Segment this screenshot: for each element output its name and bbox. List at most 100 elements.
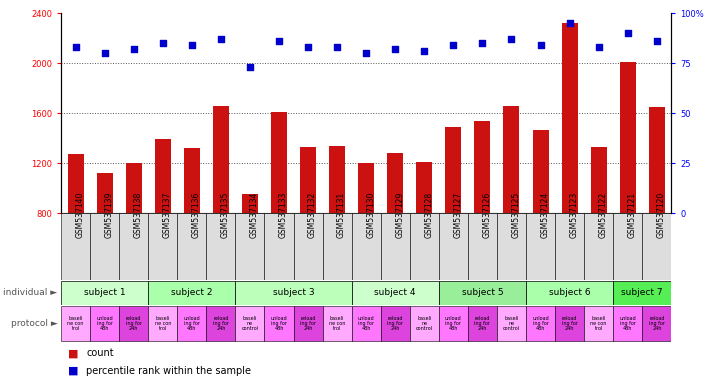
Bar: [526, 281, 613, 305]
Bar: [497, 306, 526, 341]
Bar: [352, 306, 381, 341]
Bar: [184, 148, 200, 213]
Text: GSM537124: GSM537124: [541, 192, 549, 238]
Bar: [468, 213, 497, 280]
Bar: [410, 213, 439, 280]
Bar: [613, 281, 671, 305]
Point: [99, 50, 111, 56]
Text: subject 6: subject 6: [549, 288, 590, 297]
Bar: [613, 306, 643, 341]
Text: baseli
ne con
trol: baseli ne con trol: [67, 316, 84, 331]
Point: [360, 50, 372, 56]
Bar: [67, 154, 83, 213]
Text: protocol ►: protocol ►: [11, 319, 57, 328]
Text: GSM537136: GSM537136: [192, 192, 201, 238]
Text: reload
ing for
24h: reload ing for 24h: [561, 316, 577, 331]
Text: unload
ing for
48h: unload ing for 48h: [445, 316, 462, 331]
Text: unload
ing for
48h: unload ing for 48h: [358, 316, 375, 331]
Bar: [236, 281, 352, 305]
Point: [389, 46, 401, 53]
Point: [274, 38, 285, 45]
Bar: [416, 162, 432, 213]
Bar: [643, 306, 671, 341]
Point: [419, 48, 430, 55]
Bar: [322, 213, 352, 280]
Text: GSM537121: GSM537121: [628, 192, 637, 238]
Bar: [206, 213, 236, 280]
Bar: [526, 306, 555, 341]
Bar: [61, 281, 148, 305]
Text: GSM537139: GSM537139: [105, 192, 113, 238]
Text: unload
ing for
48h: unload ing for 48h: [620, 316, 636, 331]
Bar: [90, 306, 119, 341]
Point: [244, 64, 256, 70]
Bar: [352, 213, 381, 280]
Bar: [620, 62, 635, 213]
Point: [215, 36, 227, 43]
Text: reload
ing for
24h: reload ing for 24h: [649, 316, 665, 331]
Text: GSM537126: GSM537126: [482, 192, 491, 238]
Point: [447, 42, 459, 48]
Text: ■: ■: [68, 348, 79, 358]
Bar: [294, 306, 322, 341]
Text: GSM537137: GSM537137: [163, 192, 172, 238]
Bar: [613, 213, 643, 280]
Text: reload
ing for
24h: reload ing for 24h: [475, 316, 490, 331]
Text: GSM537132: GSM537132: [308, 192, 317, 238]
Bar: [497, 213, 526, 280]
Text: count: count: [86, 348, 113, 358]
Bar: [352, 281, 439, 305]
Bar: [439, 281, 526, 305]
Text: GSM537122: GSM537122: [599, 192, 607, 238]
Bar: [148, 281, 236, 305]
Bar: [177, 306, 206, 341]
Bar: [526, 213, 555, 280]
Bar: [468, 306, 497, 341]
Bar: [439, 306, 468, 341]
Bar: [358, 163, 374, 213]
Bar: [643, 213, 671, 280]
Text: GSM537131: GSM537131: [337, 192, 346, 238]
Bar: [649, 107, 665, 213]
Bar: [61, 213, 90, 280]
Point: [157, 40, 169, 46]
Point: [651, 38, 663, 45]
Text: GSM537134: GSM537134: [250, 192, 259, 238]
Text: reload
ing for
24h: reload ing for 24h: [126, 316, 141, 331]
Bar: [148, 306, 177, 341]
Text: reload
ing for
24h: reload ing for 24h: [387, 316, 404, 331]
Point: [564, 20, 575, 26]
Text: unload
ing for
48h: unload ing for 48h: [183, 316, 200, 331]
Text: baseli
ne con
trol: baseli ne con trol: [154, 316, 171, 331]
Bar: [555, 213, 584, 280]
Bar: [387, 153, 404, 213]
Bar: [329, 146, 345, 213]
Bar: [322, 306, 352, 341]
Point: [332, 44, 343, 50]
Text: baseli
ne
control: baseli ne control: [416, 316, 433, 331]
Bar: [555, 306, 584, 341]
Bar: [381, 306, 410, 341]
Text: subject 1: subject 1: [84, 288, 126, 297]
Bar: [561, 23, 577, 213]
Bar: [264, 306, 294, 341]
Text: unload
ing for
48h: unload ing for 48h: [96, 316, 113, 331]
Bar: [97, 173, 113, 213]
Bar: [294, 213, 322, 280]
Point: [593, 44, 605, 50]
Bar: [155, 139, 171, 213]
Bar: [503, 106, 520, 213]
Text: baseli
ne con
trol: baseli ne con trol: [329, 316, 345, 331]
Text: GSM537129: GSM537129: [395, 192, 404, 238]
Bar: [300, 147, 316, 213]
Text: baseli
ne
control: baseli ne control: [241, 316, 258, 331]
Text: baseli
ne
control: baseli ne control: [503, 316, 520, 331]
Bar: [236, 306, 264, 341]
Text: GSM537133: GSM537133: [279, 192, 288, 238]
Bar: [126, 163, 141, 213]
Text: subject 3: subject 3: [273, 288, 314, 297]
Bar: [264, 213, 294, 280]
Bar: [119, 213, 148, 280]
Point: [477, 40, 488, 46]
Point: [535, 42, 546, 48]
